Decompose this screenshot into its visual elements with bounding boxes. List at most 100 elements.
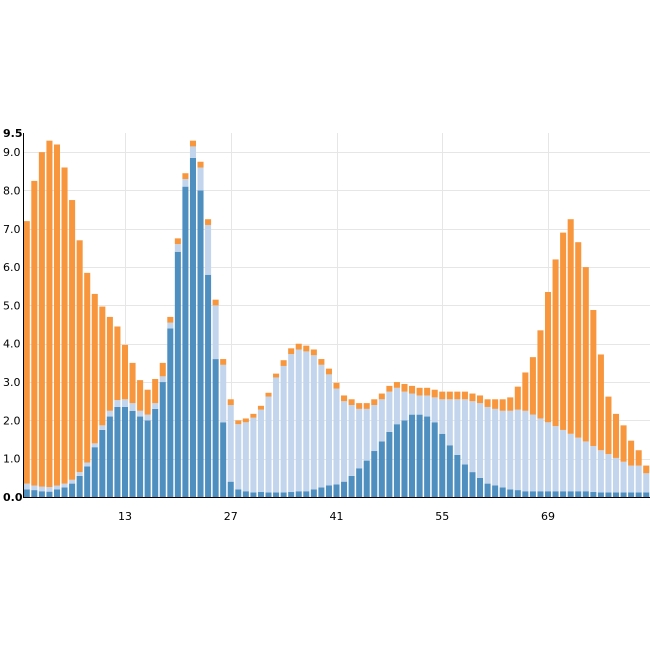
bar-segment-3 [61, 167, 68, 484]
y-tick-label: 0.0 [3, 491, 23, 504]
bar-segment-3 [144, 389, 151, 415]
y-tick-label: 9.5 [3, 127, 23, 140]
bar-segment-2 [250, 417, 257, 493]
bar-segment-1 [333, 484, 340, 497]
bar-segment-1 [348, 475, 355, 497]
bars [23, 140, 650, 498]
bar-segment-3 [628, 440, 635, 466]
bar-segment-3 [280, 360, 287, 366]
bar-segment-1 [386, 431, 393, 497]
bar-segment-2 [137, 410, 144, 417]
bar-segment-3 [137, 380, 144, 411]
bar-segment-2 [409, 393, 416, 415]
bar-segment-1 [99, 429, 106, 497]
bar-segment-2 [303, 351, 310, 492]
bar-segment-2 [174, 244, 181, 252]
bar-segment-1 [514, 490, 521, 497]
bar-segment-1 [582, 491, 589, 497]
bar-segment-3 [99, 306, 106, 426]
bar-segment-3 [537, 330, 544, 419]
bar-segment-1 [575, 491, 582, 497]
bar-segment-3 [220, 359, 227, 365]
bar-segment-1 [265, 492, 272, 497]
bar-segment-3 [325, 368, 332, 375]
y-tick-label: 1.0 [3, 453, 21, 466]
x-tick-label: 41 [330, 510, 344, 523]
bar-segment-1 [597, 492, 604, 497]
bar-segment-2 [620, 461, 627, 493]
bar-segment-2 [69, 479, 76, 484]
bar-segment-2 [212, 305, 219, 360]
bar-segment-3 [477, 395, 484, 404]
bar-segment-2 [431, 397, 438, 423]
bar-segment-2 [605, 454, 612, 493]
bar-segment-2 [197, 167, 204, 191]
bar-segment-1 [552, 491, 559, 497]
bar-segment-3 [348, 399, 355, 406]
bar-segment-2 [590, 446, 597, 493]
bar-segment-1 [159, 382, 166, 497]
bar-segment-1 [61, 487, 68, 497]
bar-segment-1 [590, 492, 597, 497]
bar-segment-3 [567, 219, 574, 434]
bar-segment-2 [401, 391, 408, 421]
bar-segment-2 [242, 422, 249, 492]
bar-segment-3 [544, 292, 552, 423]
bar-segment-3 [212, 299, 219, 306]
bar-segment-3 [499, 399, 506, 411]
bar-segment-2 [257, 409, 264, 493]
bar-segment-2 [544, 422, 552, 492]
bar-segment-3 [378, 393, 385, 400]
bar-segment-1 [295, 491, 302, 497]
bar-segment-3 [575, 242, 582, 438]
bar-segment-2 [106, 410, 113, 417]
bar-segment-1 [507, 489, 514, 497]
bar-segment-2 [469, 401, 476, 473]
bar-segment-1 [273, 492, 280, 497]
bar-segment-3 [84, 272, 91, 463]
bar-segment-3 [205, 219, 212, 225]
bar-segment-1 [310, 489, 317, 497]
bar-segment-1 [612, 492, 620, 497]
bar-segment-1 [628, 492, 635, 497]
bar-segment-3 [461, 391, 468, 400]
bar-segment-1 [401, 420, 408, 497]
bar-segment-3 [159, 362, 166, 377]
bar-segment-2 [325, 374, 332, 486]
bar-segment-2 [333, 388, 340, 485]
bar-segment-3 [439, 391, 446, 400]
tick-labels: 0.0 1.0 2.0 3.0 4.0 5.0 6.0 7.0 8.0 9.0 9.5 13 27 41 5… [3, 127, 555, 523]
bar-segment-1 [46, 491, 53, 497]
bar-segment-3 [643, 465, 650, 474]
bar-segment-1 [137, 416, 144, 497]
bar-segment-3 [560, 232, 567, 430]
bar-segment-2 [363, 408, 370, 461]
bar-segment-3 [23, 221, 30, 484]
bar-segment-2 [152, 403, 159, 409]
bar-segment-2 [295, 349, 302, 492]
bar-segment-2 [628, 465, 635, 493]
bar-segment-1 [182, 186, 189, 498]
bar-segment-2 [205, 224, 212, 275]
bar-segment-1 [76, 475, 83, 497]
bar-segment-3 [250, 413, 257, 418]
bar-segment-1 [205, 274, 212, 497]
bar-segment-2 [227, 405, 234, 482]
bar-segment-2 [371, 405, 378, 452]
bar-segment-1 [635, 492, 642, 497]
bar-segment-1 [325, 485, 332, 497]
bar-segment-2 [439, 399, 446, 434]
bar-segment-3 [46, 140, 53, 488]
bar-segment-1 [31, 490, 38, 497]
bar-segment-3 [484, 399, 491, 407]
bar-segment-2 [484, 406, 491, 484]
bar-segment-3 [189, 140, 196, 147]
bar-segment-2 [537, 418, 544, 492]
bar-segment-3 [257, 405, 264, 410]
bar-segment-1 [235, 489, 242, 497]
bar-segment-1 [378, 441, 385, 497]
bar-segment-3 [446, 391, 453, 400]
bar-segment-2 [121, 399, 129, 407]
bar-segment-3 [431, 389, 438, 398]
